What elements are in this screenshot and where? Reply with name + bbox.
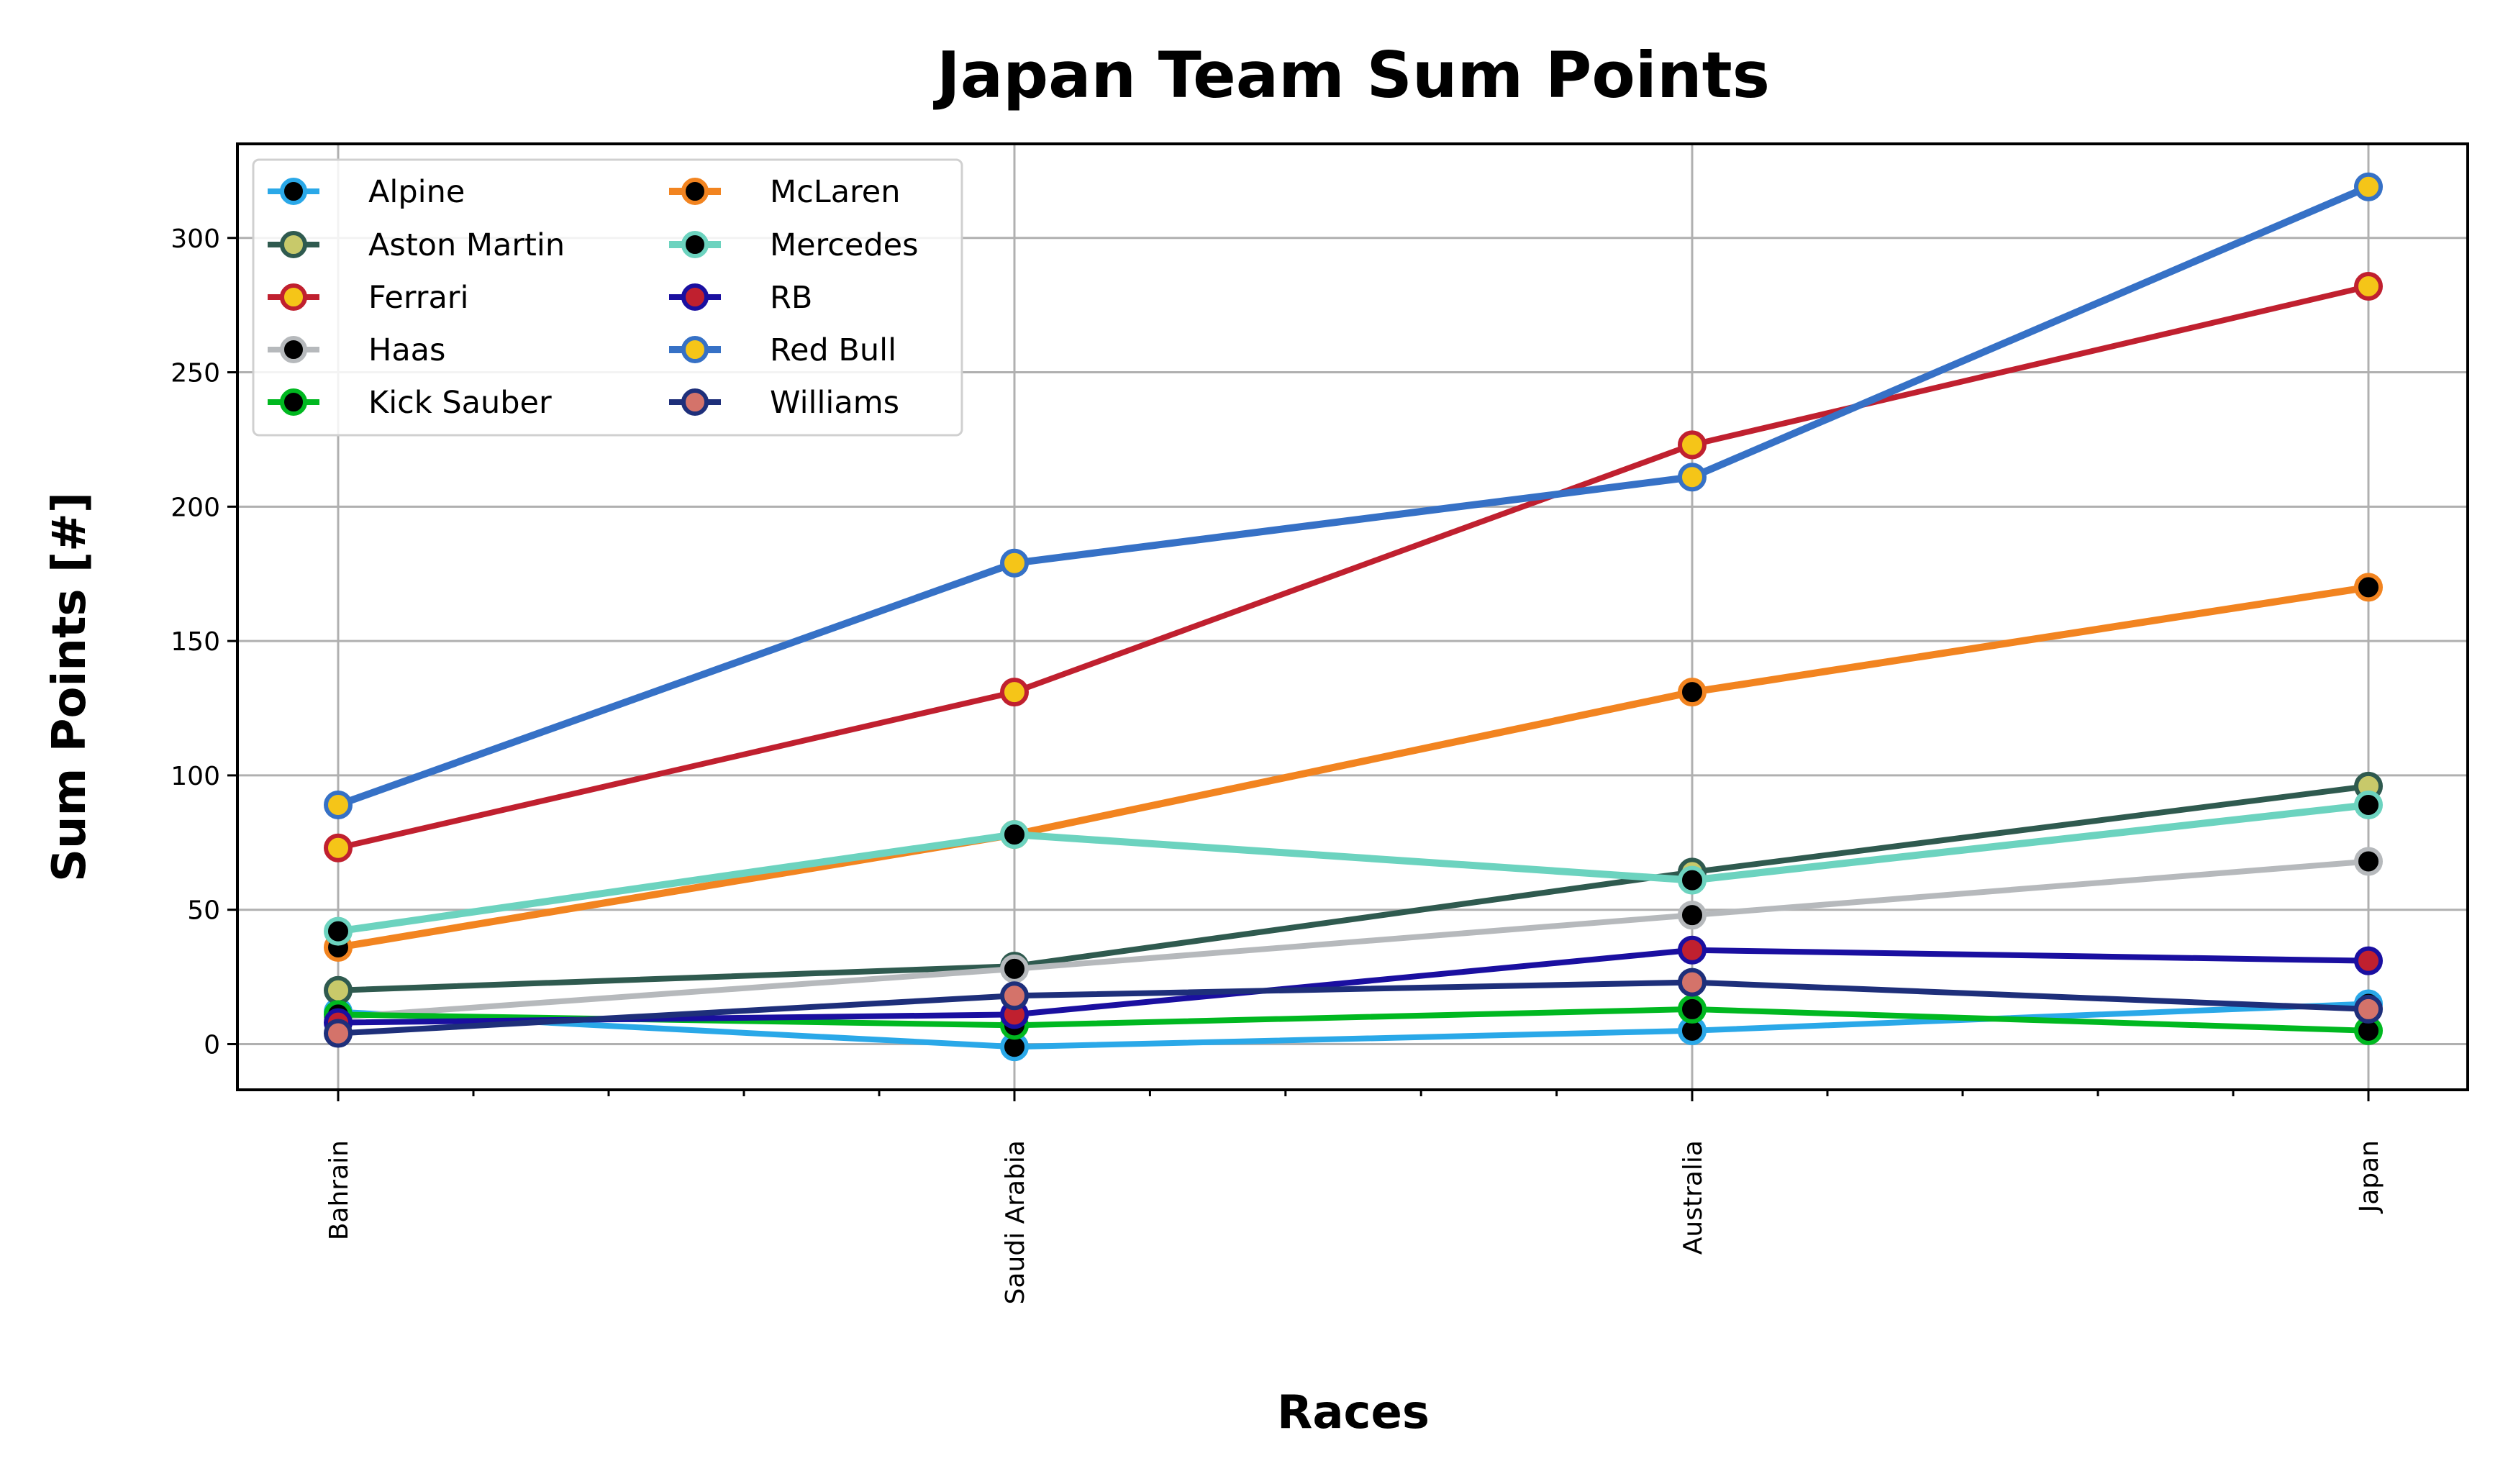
series-mercedes: [324, 791, 2383, 946]
y-tick-label: 0: [204, 1030, 220, 1060]
data-point: [324, 833, 353, 862]
data-point: [1000, 548, 1029, 578]
legend-item: McLaren: [669, 174, 901, 210]
data-point: [2354, 946, 2383, 975]
legend-marker: [280, 178, 307, 205]
legend-label: Alpine: [368, 174, 465, 210]
legend-item: Williams: [669, 385, 899, 421]
data-point: [1678, 901, 1707, 930]
series-aston-martin: [324, 771, 2383, 1005]
legend-label: Kick Sauber: [368, 385, 552, 421]
data-point: [2354, 847, 2383, 876]
data-point: [324, 791, 353, 820]
data-point: [1678, 968, 1707, 997]
axes: 0 50 100 150 200 250 300 Bahrain Saudi Arabia Aus…: [171, 142, 2469, 1304]
legend-item: RB: [669, 280, 812, 316]
series-line: [335, 858, 2371, 1021]
data-point: [2354, 172, 2383, 201]
data-point: [1000, 820, 1029, 850]
legend-box: [252, 158, 963, 437]
x-tick-label: Saudi Arabia: [1001, 1140, 1030, 1304]
legend-label: Williams: [770, 385, 899, 421]
series-line: [335, 783, 2371, 993]
legend-marker: [280, 283, 307, 311]
legend-item: Haas: [268, 332, 445, 368]
data-point: [1678, 678, 1707, 707]
series-williams: [324, 968, 2383, 1048]
legend-marker: [280, 231, 307, 258]
data-point: [1678, 430, 1707, 460]
data-point: [1678, 994, 1707, 1024]
series-red-bull: [324, 172, 2383, 820]
legend: Alpine Aston Martin Ferrari Haas Kick Sauber…: [252, 158, 963, 437]
data-point: [1678, 463, 1707, 492]
legend-marker: [681, 336, 709, 363]
legend-label: Aston Martin: [368, 227, 565, 263]
legend-marker: [681, 178, 709, 205]
legend-item: Ferrari: [268, 280, 468, 316]
data-point: [324, 975, 353, 1005]
legend-marker: [681, 388, 709, 416]
legend-marker: [280, 388, 307, 416]
data-point: [1678, 935, 1707, 965]
x-tick-label: Australia: [1678, 1140, 1708, 1255]
y-tick-label: 50: [187, 896, 220, 926]
legend-label: McLaren: [770, 174, 901, 210]
data-point: [2354, 573, 2383, 602]
y-tick-label: 250: [171, 359, 220, 388]
series-layer: [324, 172, 2383, 1062]
plot-frame: [236, 142, 2469, 1091]
data-point: [1678, 865, 1707, 895]
data-point: [324, 1019, 353, 1048]
legend-label: RB: [770, 280, 812, 316]
series-line: [335, 183, 2372, 809]
y-tick-label: 100: [171, 762, 220, 791]
legend-marker: [681, 283, 709, 311]
data-point: [1000, 954, 1029, 983]
data-point: [324, 916, 353, 946]
data-point: [2354, 791, 2383, 820]
legend-label: Red Bull: [770, 332, 896, 368]
y-tick-label: 300: [171, 224, 220, 254]
series-ferrari: [324, 271, 2383, 862]
series-line: [335, 947, 2371, 1026]
x-tick-label: Japan: [2355, 1140, 2384, 1214]
data-point: [1000, 678, 1029, 707]
legend-item: Mercedes: [669, 227, 919, 263]
x-tick-label: Bahrain: [324, 1140, 354, 1240]
series-line: [335, 801, 2372, 935]
y-axis-label: Sum Points [#]: [43, 492, 96, 882]
legend-item: Aston Martin: [268, 227, 565, 263]
data-point: [1000, 981, 1029, 1011]
legend-label: Mercedes: [770, 227, 919, 263]
y-tick-label: 150: [171, 627, 220, 657]
series-line: [335, 283, 2371, 851]
legend-item: Kick Sauber: [268, 385, 552, 421]
chart-title: Japan Team Sum Points: [933, 38, 1770, 112]
legend-item: Red Bull: [669, 332, 896, 368]
data-point: [2354, 271, 2383, 301]
legend-label: Ferrari: [368, 280, 468, 316]
legend-item: Alpine: [268, 174, 465, 210]
legend-marker: [681, 231, 709, 258]
series-line: [335, 979, 2371, 1037]
y-tick-label: 200: [171, 493, 220, 522]
legend-label: Haas: [368, 332, 445, 368]
legend-marker: [280, 336, 307, 363]
series-line: [335, 583, 2372, 952]
data-point: [2354, 994, 2383, 1024]
x-axis-label: Races: [1277, 1386, 1430, 1439]
